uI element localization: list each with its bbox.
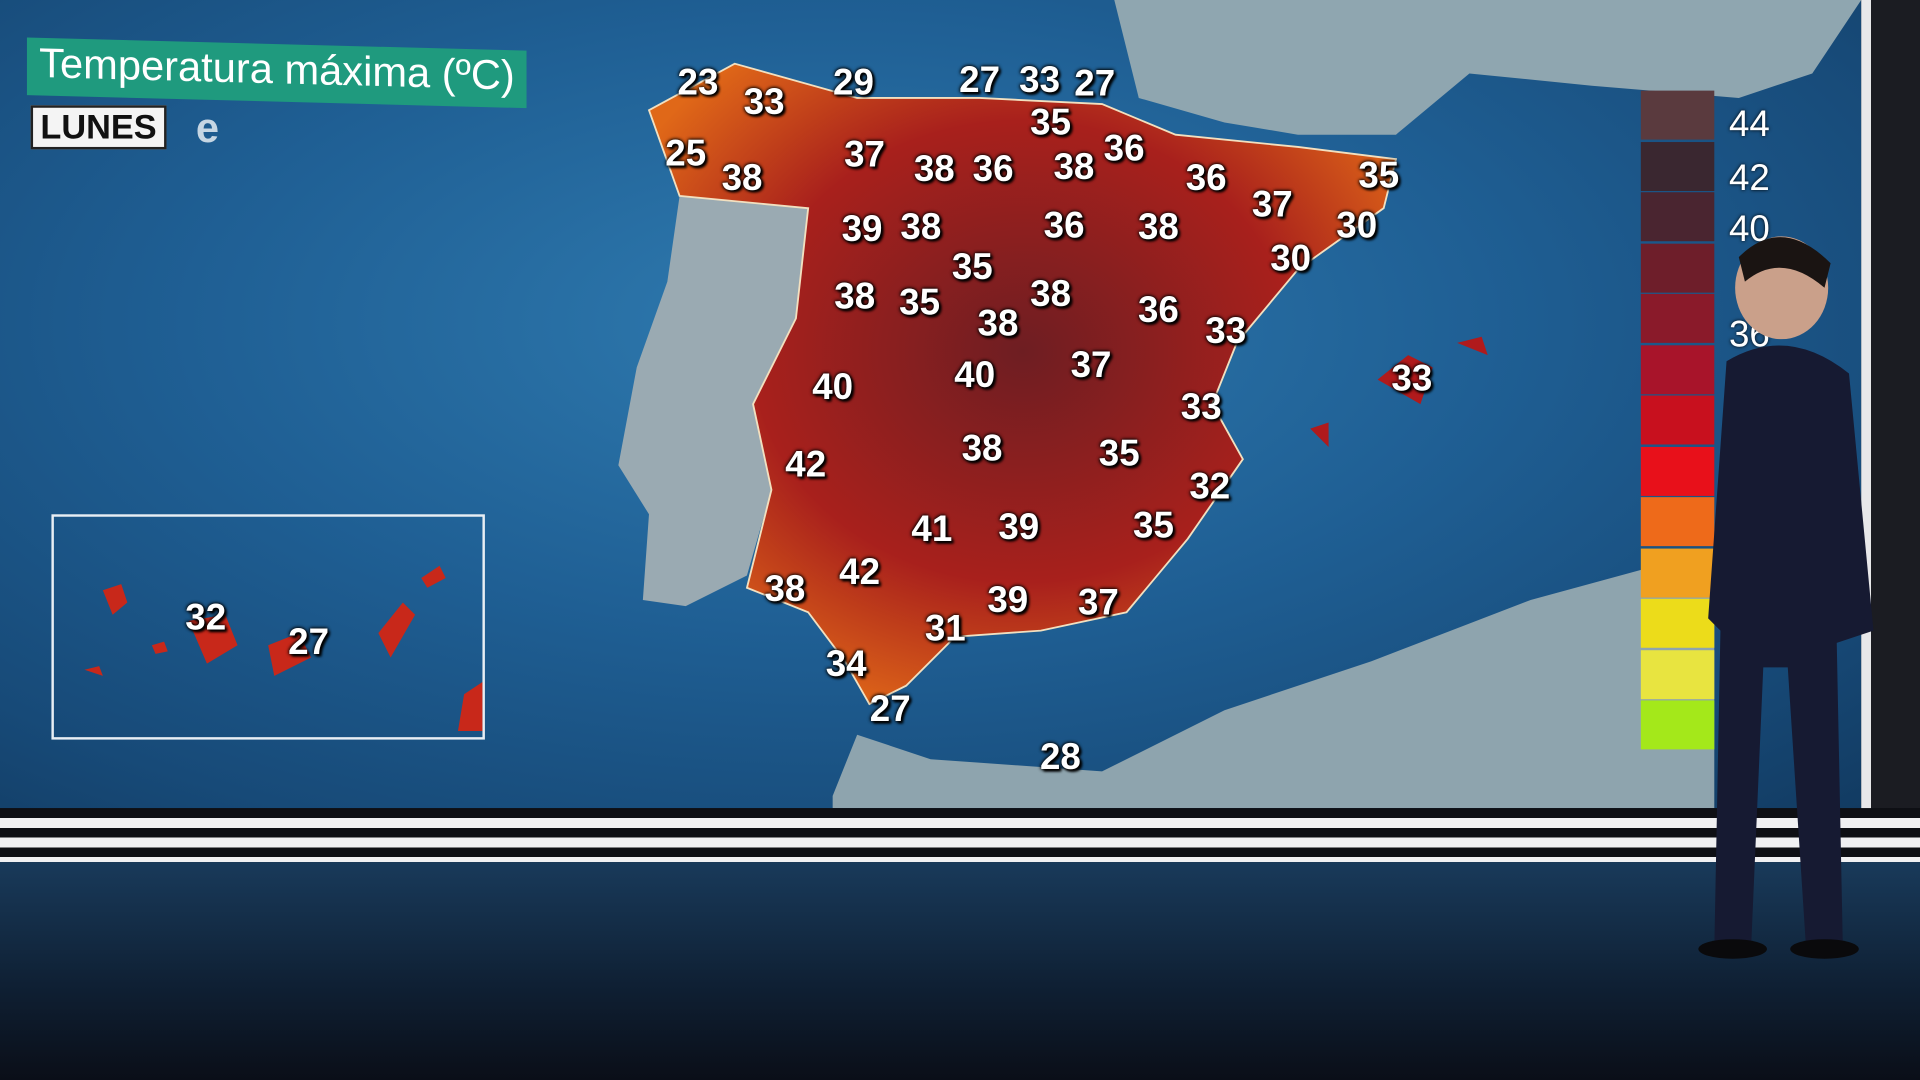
- day-label: LUNES: [30, 105, 167, 150]
- legend-swatch: [1640, 547, 1715, 597]
- temperature-value: 23: [677, 62, 719, 103]
- canary-islands-inset: [51, 514, 485, 740]
- temperature-value: 38: [1030, 274, 1072, 315]
- legend-swatch: [1640, 700, 1715, 750]
- temperature-value: 32: [1189, 466, 1231, 507]
- legend-swatch: [1640, 192, 1715, 242]
- temperature-value: 40: [954, 355, 996, 396]
- temperature-value: 38: [721, 157, 763, 199]
- legend-swatch: [1640, 649, 1715, 699]
- temperature-value: 35: [1358, 155, 1400, 196]
- temperature-value: 28: [1039, 737, 1081, 778]
- map-svg: [618, 0, 1862, 809]
- studio-wall: [1861, 0, 1920, 809]
- portugal-land: [618, 195, 809, 607]
- temperature-value: 30: [1270, 238, 1312, 280]
- floor-reflection: [0, 862, 1920, 1080]
- temperature-value: 38: [977, 303, 1019, 345]
- canary-islands-svg: [84, 565, 483, 732]
- temperature-value: 25: [665, 133, 707, 174]
- temperature-value: 38: [1053, 146, 1095, 188]
- temperature-value: 36: [972, 149, 1014, 190]
- temperature-value: 39: [987, 580, 1029, 621]
- temperature-value: 37: [1077, 582, 1119, 624]
- temperature-value: 33: [1180, 386, 1222, 428]
- temperature-value: 37: [1070, 345, 1112, 386]
- temperature-value: 29: [833, 62, 874, 103]
- temperature-value: 27: [1074, 63, 1116, 105]
- temperature-value: 27: [959, 60, 1001, 101]
- legend-swatch: [1640, 497, 1715, 547]
- temperature-value: 27: [869, 689, 911, 730]
- temperature-value: 33: [1019, 60, 1061, 101]
- temperature-value: 33: [1205, 311, 1247, 352]
- temperature-value: 36: [1185, 157, 1227, 199]
- legend-swatch: [1640, 446, 1715, 496]
- temperature-value: 39: [841, 209, 883, 250]
- legend-swatch: [1640, 293, 1715, 343]
- temperature-value: 33: [1391, 358, 1433, 400]
- temperature-value: 38: [834, 276, 876, 318]
- temperature-value: 38: [961, 428, 1003, 469]
- temperature-value: 41: [911, 509, 953, 550]
- temperature-value: 34: [825, 644, 867, 685]
- temperature-value: 38: [900, 206, 942, 248]
- legend-swatch: [1640, 344, 1715, 394]
- legend-swatch: [1640, 141, 1715, 191]
- screen-border-stripes: [0, 808, 1920, 863]
- temperature-value: 35: [1098, 433, 1140, 474]
- temperature-value: 32: [185, 597, 227, 638]
- temperature-value: 35: [951, 247, 993, 288]
- france-land: [1114, 0, 1862, 135]
- temperature-value: 37: [844, 134, 885, 176]
- weather-map-screen: Temperatura máxima (ºC) LUNES e 23 33 29 27…: [0, 0, 1862, 809]
- temperature-value: 33: [743, 82, 785, 123]
- legend-label: 42: [1728, 157, 1770, 199]
- broadcaster-logo: e: [195, 105, 220, 152]
- temperature-value: 35: [1030, 102, 1072, 144]
- temperature-value: 38: [1137, 206, 1179, 248]
- legend-swatch: [1640, 243, 1715, 293]
- temperature-value: 31: [924, 608, 966, 649]
- temperature-value: 27: [288, 622, 330, 663]
- temperature-value: 35: [899, 282, 941, 324]
- temperature-value: 36: [1137, 290, 1179, 331]
- temperature-value: 42: [785, 444, 827, 485]
- temperature-value: 30: [1336, 205, 1378, 247]
- spain-land: [647, 62, 1398, 706]
- legend-swatch: [1640, 598, 1715, 648]
- temperature-value: 40: [812, 367, 854, 408]
- temperature-value: 36: [1043, 205, 1085, 247]
- temperature-value: 36: [1103, 128, 1145, 169]
- africa-land: [832, 563, 1715, 809]
- legend-swatch: [1640, 395, 1715, 445]
- temperature-value: 35: [1133, 505, 1174, 547]
- temperature-value: 37: [1251, 184, 1293, 226]
- legend-label: 44: [1728, 104, 1770, 145]
- legend-swatch: [1640, 90, 1715, 140]
- temperature-value: 42: [839, 552, 881, 593]
- balearic-islands: [1310, 336, 1488, 447]
- temperature-value: 38: [764, 569, 806, 610]
- presenter-figure: [1698, 236, 1874, 959]
- temperature-value: 39: [998, 506, 1040, 548]
- temperature-value: 38: [913, 149, 955, 190]
